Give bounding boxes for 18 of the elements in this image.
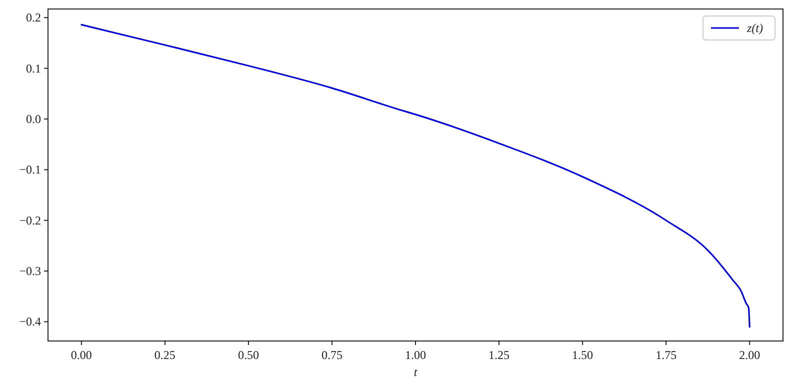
- legend-label: z(t): [746, 21, 763, 35]
- x-tick-label: 1.75: [656, 348, 677, 362]
- x-tick-label: 0.00: [70, 348, 92, 362]
- x-tick-label: 1.50: [572, 348, 594, 362]
- y-tick-label: −0.2: [19, 213, 41, 228]
- x-axis-title: t: [414, 365, 418, 379]
- y-tick-label: −0.3: [19, 264, 41, 278]
- x-tick-label: 0.75: [321, 348, 342, 362]
- x-tick-label: 0.50: [238, 348, 259, 362]
- x-tick-label: 2.00: [739, 348, 760, 362]
- y-tick-label: 0.0: [26, 112, 41, 126]
- x-tick-label: 0.25: [154, 348, 176, 362]
- y-tick-label: 0.2: [26, 10, 41, 25]
- x-tick-label: 1.00: [405, 348, 426, 362]
- y-tick-label: 0.1: [26, 61, 41, 76]
- y-tick-label: −0.4: [19, 314, 41, 329]
- y-tick-label: −0.1: [19, 162, 41, 177]
- x-tick-label: 1.25: [488, 348, 510, 362]
